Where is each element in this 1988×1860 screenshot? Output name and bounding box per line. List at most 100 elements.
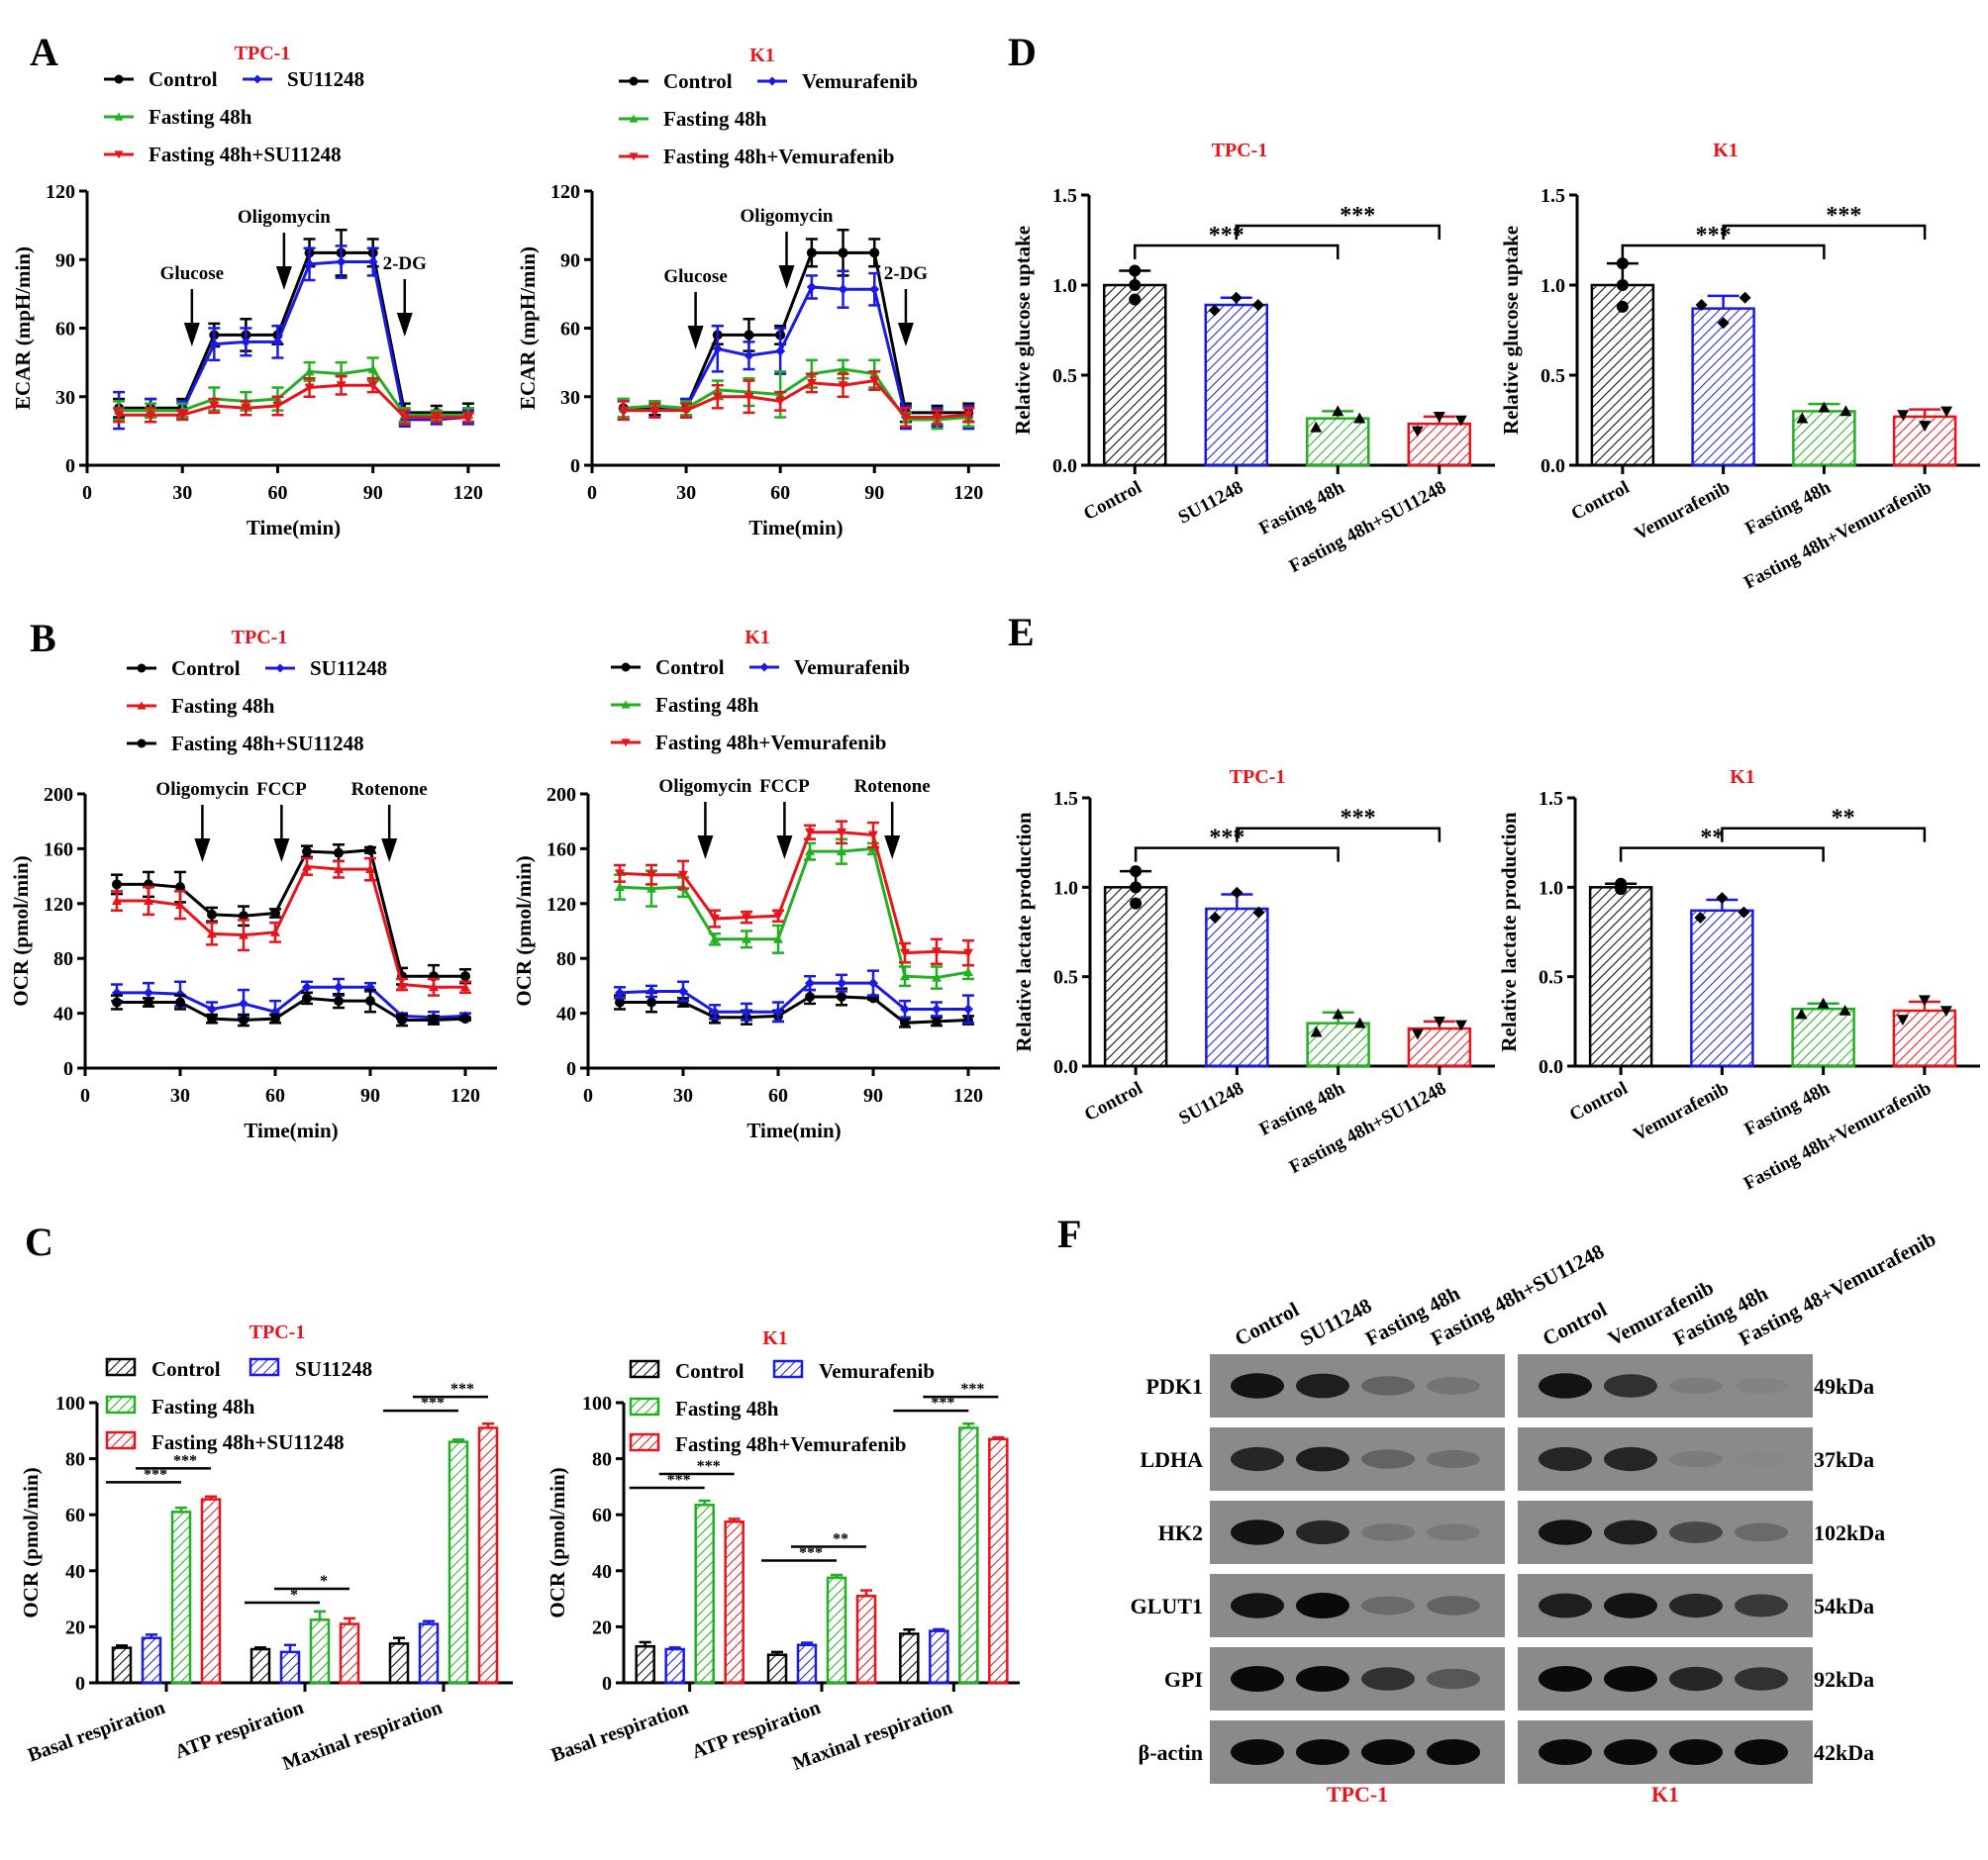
data-point [837, 828, 846, 837]
bar [170, 1511, 192, 1685]
data-point [806, 378, 817, 388]
significance-bracket [1722, 224, 1927, 240]
significance-bracket [1721, 827, 1927, 842]
molecular-weight-label: 42kDa [1814, 1740, 1874, 1765]
chart-title: TPC-1 [232, 627, 288, 648]
data-point [175, 882, 185, 893]
data-point [678, 986, 688, 997]
replicate-point [1717, 317, 1730, 330]
data-point [712, 392, 723, 402]
legend-swatch [248, 1357, 280, 1377]
blot-band [1231, 1519, 1284, 1545]
data-point [460, 982, 470, 992]
y-tick-label: 120 [547, 894, 576, 916]
significance-label: *** [960, 1381, 984, 1398]
data-point [838, 247, 848, 258]
bar [1590, 283, 1655, 467]
replicate-point [1616, 279, 1629, 291]
chart-title: K1 [1713, 140, 1739, 161]
blot-band [1735, 1522, 1788, 1542]
category-label: SU11248 [1175, 1078, 1246, 1129]
data-point [429, 982, 439, 992]
data-point [681, 406, 692, 416]
legend-swatch [105, 1430, 137, 1450]
blot-band [1361, 1449, 1415, 1469]
blot-band [1427, 1596, 1480, 1615]
blot-band [1296, 1739, 1349, 1765]
data-point [399, 413, 410, 423]
molecular-weight-label: 92kDa [1814, 1667, 1874, 1692]
blot-band [1604, 1519, 1657, 1545]
y-tick-label: 1.0 [1541, 275, 1565, 297]
legend: Control Vemurafenib Fasting 48h Fasting 48h… [619, 69, 918, 168]
data-point [207, 909, 217, 920]
x-tick-label: 0 [583, 1085, 593, 1107]
chart-b-tpc1: TPC-1 Control SU11248 Fasting 48h Fasting 48… [9, 627, 497, 1142]
legend-label: Fasting 48h [151, 1395, 255, 1419]
data-point [869, 284, 880, 295]
blot-band [1361, 1596, 1415, 1615]
data-point [304, 383, 315, 393]
data-point [304, 366, 315, 376]
y-axis-label: ECAR (mpH/min) [11, 246, 35, 410]
data-point [963, 411, 974, 421]
legend-label: Fasting 48h [149, 105, 252, 129]
x-tick-label: 90 [863, 1085, 883, 1107]
y-tick-label: 60 [65, 1505, 85, 1526]
data-point [868, 831, 878, 840]
chart-title: K1 [762, 1327, 788, 1349]
x-tick-label: 60 [770, 482, 790, 504]
y-tick-label: 1.5 [1539, 788, 1563, 810]
data-point [805, 991, 815, 1002]
category-label: Fasting 48h+Vemurafenib [1740, 1078, 1935, 1195]
y-tick-label: 1.0 [1052, 275, 1077, 297]
data-point [615, 997, 625, 1008]
bar [249, 1647, 271, 1685]
legend-label: Vemurafenib [819, 1359, 935, 1383]
significance-label: *** [697, 1458, 721, 1475]
data-point [336, 256, 347, 267]
bar [279, 1650, 301, 1685]
legend-label: Fasting 48h [171, 694, 275, 718]
data-point [744, 350, 754, 361]
blot-band [1735, 1667, 1788, 1691]
blot-band [1361, 1667, 1415, 1691]
legend-label: Fasting 48h+SU11248 [149, 143, 342, 166]
legend-label: Fasting 48h+Vemurafenib [655, 731, 886, 754]
legend-marker [629, 76, 639, 86]
blot-strip [1518, 1720, 1813, 1784]
x-axis-label: Time(min) [748, 516, 843, 539]
x-tick-label: 90 [360, 1085, 380, 1107]
legend-label: Vemurafenib [802, 69, 918, 93]
annotation-arrow-head [778, 265, 795, 289]
blot-band [1604, 1446, 1657, 1472]
y-tick-label: 1.5 [1541, 185, 1565, 207]
significance-label: *** [1209, 223, 1244, 248]
data-point [270, 908, 280, 919]
blot-band [1539, 1373, 1592, 1399]
replicate-point [1231, 886, 1243, 899]
blot-band [1361, 1739, 1415, 1765]
series-fasting-48h [111, 856, 471, 997]
blot-band [1539, 1519, 1592, 1545]
y-tick-label: 0.5 [1539, 967, 1563, 989]
annotation-arrow-head [275, 266, 292, 290]
category-label: Vemurafenib [1630, 1078, 1732, 1145]
data-point [742, 933, 751, 943]
data-point [209, 401, 220, 411]
y-tick-label: 90 [560, 249, 580, 271]
y-axis-label: OCR (pmol/min) [9, 855, 33, 1006]
legend-label: Control [675, 1359, 745, 1383]
blot-strip [1210, 1720, 1505, 1784]
y-tick-label: 120 [46, 181, 75, 203]
blot-band [1231, 1446, 1284, 1472]
replicate-point [1130, 865, 1143, 878]
y-tick-label: 30 [560, 387, 580, 409]
category-label: Control [1080, 477, 1144, 525]
blot-band [1669, 1450, 1723, 1468]
data-point [837, 978, 846, 989]
replicate-point [1919, 421, 1932, 432]
series-fasting-48h-vemurafenib [614, 820, 974, 967]
series-line [623, 285, 969, 420]
data-point [112, 997, 122, 1008]
